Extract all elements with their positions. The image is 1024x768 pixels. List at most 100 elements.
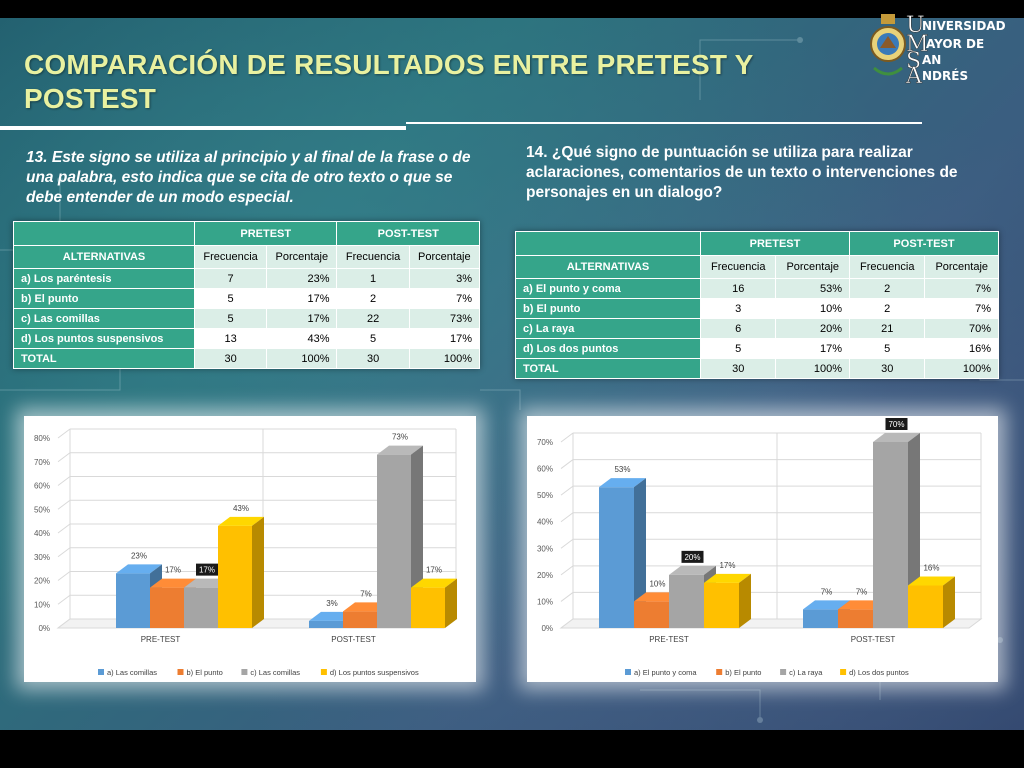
y-tick-label: 0% [541, 624, 553, 633]
bar [218, 516, 264, 628]
data-label: 23% [131, 551, 147, 560]
table-row: b) El punto 3 10% 2 7% [515, 298, 999, 319]
cell-value: 100% [266, 348, 338, 369]
university-logo: U M S A NIVERSIDAD AYOR DE AN NDRÉS [866, 6, 1016, 84]
y-tick-label: 30% [537, 544, 553, 553]
table-row: d) Los dos puntos 5 17% 5 16% [515, 338, 999, 359]
svg-text:A: A [905, 64, 923, 84]
gridline [560, 512, 574, 523]
bar-front [309, 620, 343, 628]
results-table-q14: PRETEST POST-TEST ALTERNATIVAS Frecuenci… [515, 231, 1000, 379]
data-label: 17% [426, 566, 442, 575]
cell-value: 21 [848, 318, 926, 339]
col-header-porcentaje: Porcentaje [924, 255, 999, 279]
bar-front [803, 609, 838, 628]
gridline [57, 594, 71, 605]
data-label: 17% [199, 566, 215, 575]
legend-swatch [716, 669, 723, 675]
col-header-porcentaje: Porcentaje [408, 245, 481, 269]
group-header-posttest: POST-TEST [336, 221, 480, 246]
cell-value: 17% [266, 308, 338, 329]
cell-value: 2 [848, 278, 926, 299]
gridline [560, 592, 574, 602]
gridline [57, 428, 71, 439]
y-tick-label: 30% [34, 553, 50, 562]
col-header-porcentaje: Porcentaje [775, 255, 850, 279]
svg-text:S: S [906, 49, 921, 74]
data-label: 17% [719, 561, 735, 570]
cell-value: 17% [775, 338, 850, 359]
y-tick-label: 50% [537, 491, 553, 500]
data-label-bg [196, 563, 218, 576]
legend-swatch [177, 669, 184, 675]
data-label: 70% [888, 420, 904, 429]
legend-label: d) Los dos puntos [849, 668, 909, 677]
svg-text:AYOR DE: AYOR DE [926, 37, 984, 51]
gridline [560, 538, 574, 549]
y-tick-label: 60% [34, 482, 50, 491]
y-tick-label: 20% [34, 577, 50, 586]
cell-value: 17% [408, 328, 481, 349]
top-black-strip [0, 0, 1024, 18]
table-row: a) El punto y coma 16 53% 2 7% [515, 278, 999, 299]
bar-front [343, 611, 377, 628]
legend-label: c) La raya [789, 668, 823, 677]
bar-side [445, 578, 457, 628]
bottom-black-strip [0, 730, 1024, 768]
data-label: 43% [233, 504, 249, 513]
bar-top [669, 565, 716, 575]
x-category-label: POST-TEST [851, 635, 896, 644]
bar-front [411, 587, 445, 628]
cell-value: 7 [193, 268, 268, 289]
cell-value: 23% [266, 268, 338, 289]
bar-side [943, 576, 955, 628]
col-header-porcentaje: Porcentaje [266, 245, 338, 269]
bar-chart-q14: 0% 10% 20% 30% 40% 50% 60% 70% 53% 10% 20% 17% PRE-T… [527, 416, 998, 682]
logo-letters-mark: U M S A NIVERSIDAD AYOR DE AN NDRÉS [905, 13, 1006, 84]
svg-text:U: U [906, 13, 925, 38]
y-tick-label: 0% [38, 624, 50, 633]
cell-value: 43% [266, 328, 338, 349]
table-corner-cell [13, 221, 195, 246]
col-header-alternativas: ALTERNATIVAS [13, 245, 195, 269]
table-row-total: TOTAL 30 100% 30 100% [515, 358, 999, 379]
cell-value: 5 [193, 288, 268, 309]
cell-value: 100% [408, 348, 481, 369]
bar [599, 478, 646, 628]
legend-swatch [780, 669, 787, 675]
col-header-frecuencia: Frecuencia [699, 255, 777, 279]
slide-title: COMPARACIÓN DE RESULTADOS ENTRE PRETEST … [24, 49, 754, 114]
gridline [560, 485, 574, 496]
bar-front [634, 601, 669, 628]
bar-top [377, 445, 423, 455]
table-row-total: TOTAL 30 100% 30 100% [13, 348, 481, 369]
table-row: c) La raya 6 20% 21 70% [515, 318, 999, 339]
gridline [560, 459, 574, 469]
cell-value: 30 [336, 348, 410, 369]
bar-top [803, 600, 850, 610]
data-label: 3% [326, 599, 338, 608]
data-label: 7% [360, 589, 372, 598]
col-header-frecuencia: Frecuencia [193, 245, 268, 269]
bar-side [252, 516, 264, 628]
cell-value: 30 [193, 348, 268, 369]
cell-value: 100% [775, 358, 850, 379]
cell-value: 5 [336, 328, 410, 349]
data-label: 16% [923, 563, 939, 572]
cell-value: 16% [924, 338, 999, 359]
x-category-label: PRE-TEST [141, 635, 181, 644]
bar-top [150, 578, 196, 588]
bar-top [411, 578, 457, 588]
bar-front [838, 609, 873, 628]
title-underline-thin [406, 122, 922, 124]
results-table-q13: PRETEST POST-TEST ALTERNATIVAS Frecuenci… [13, 221, 481, 369]
data-label: 20% [684, 553, 700, 562]
legend-label: a) El punto y coma [634, 668, 697, 677]
group-header-posttest: POST-TEST [848, 231, 1000, 256]
gridline [57, 571, 71, 581]
row-label: b) El punto [13, 288, 195, 309]
bar-top [704, 573, 751, 583]
university-seal-icon [870, 14, 906, 76]
bar-front [704, 582, 739, 628]
bar-top [873, 433, 920, 442]
